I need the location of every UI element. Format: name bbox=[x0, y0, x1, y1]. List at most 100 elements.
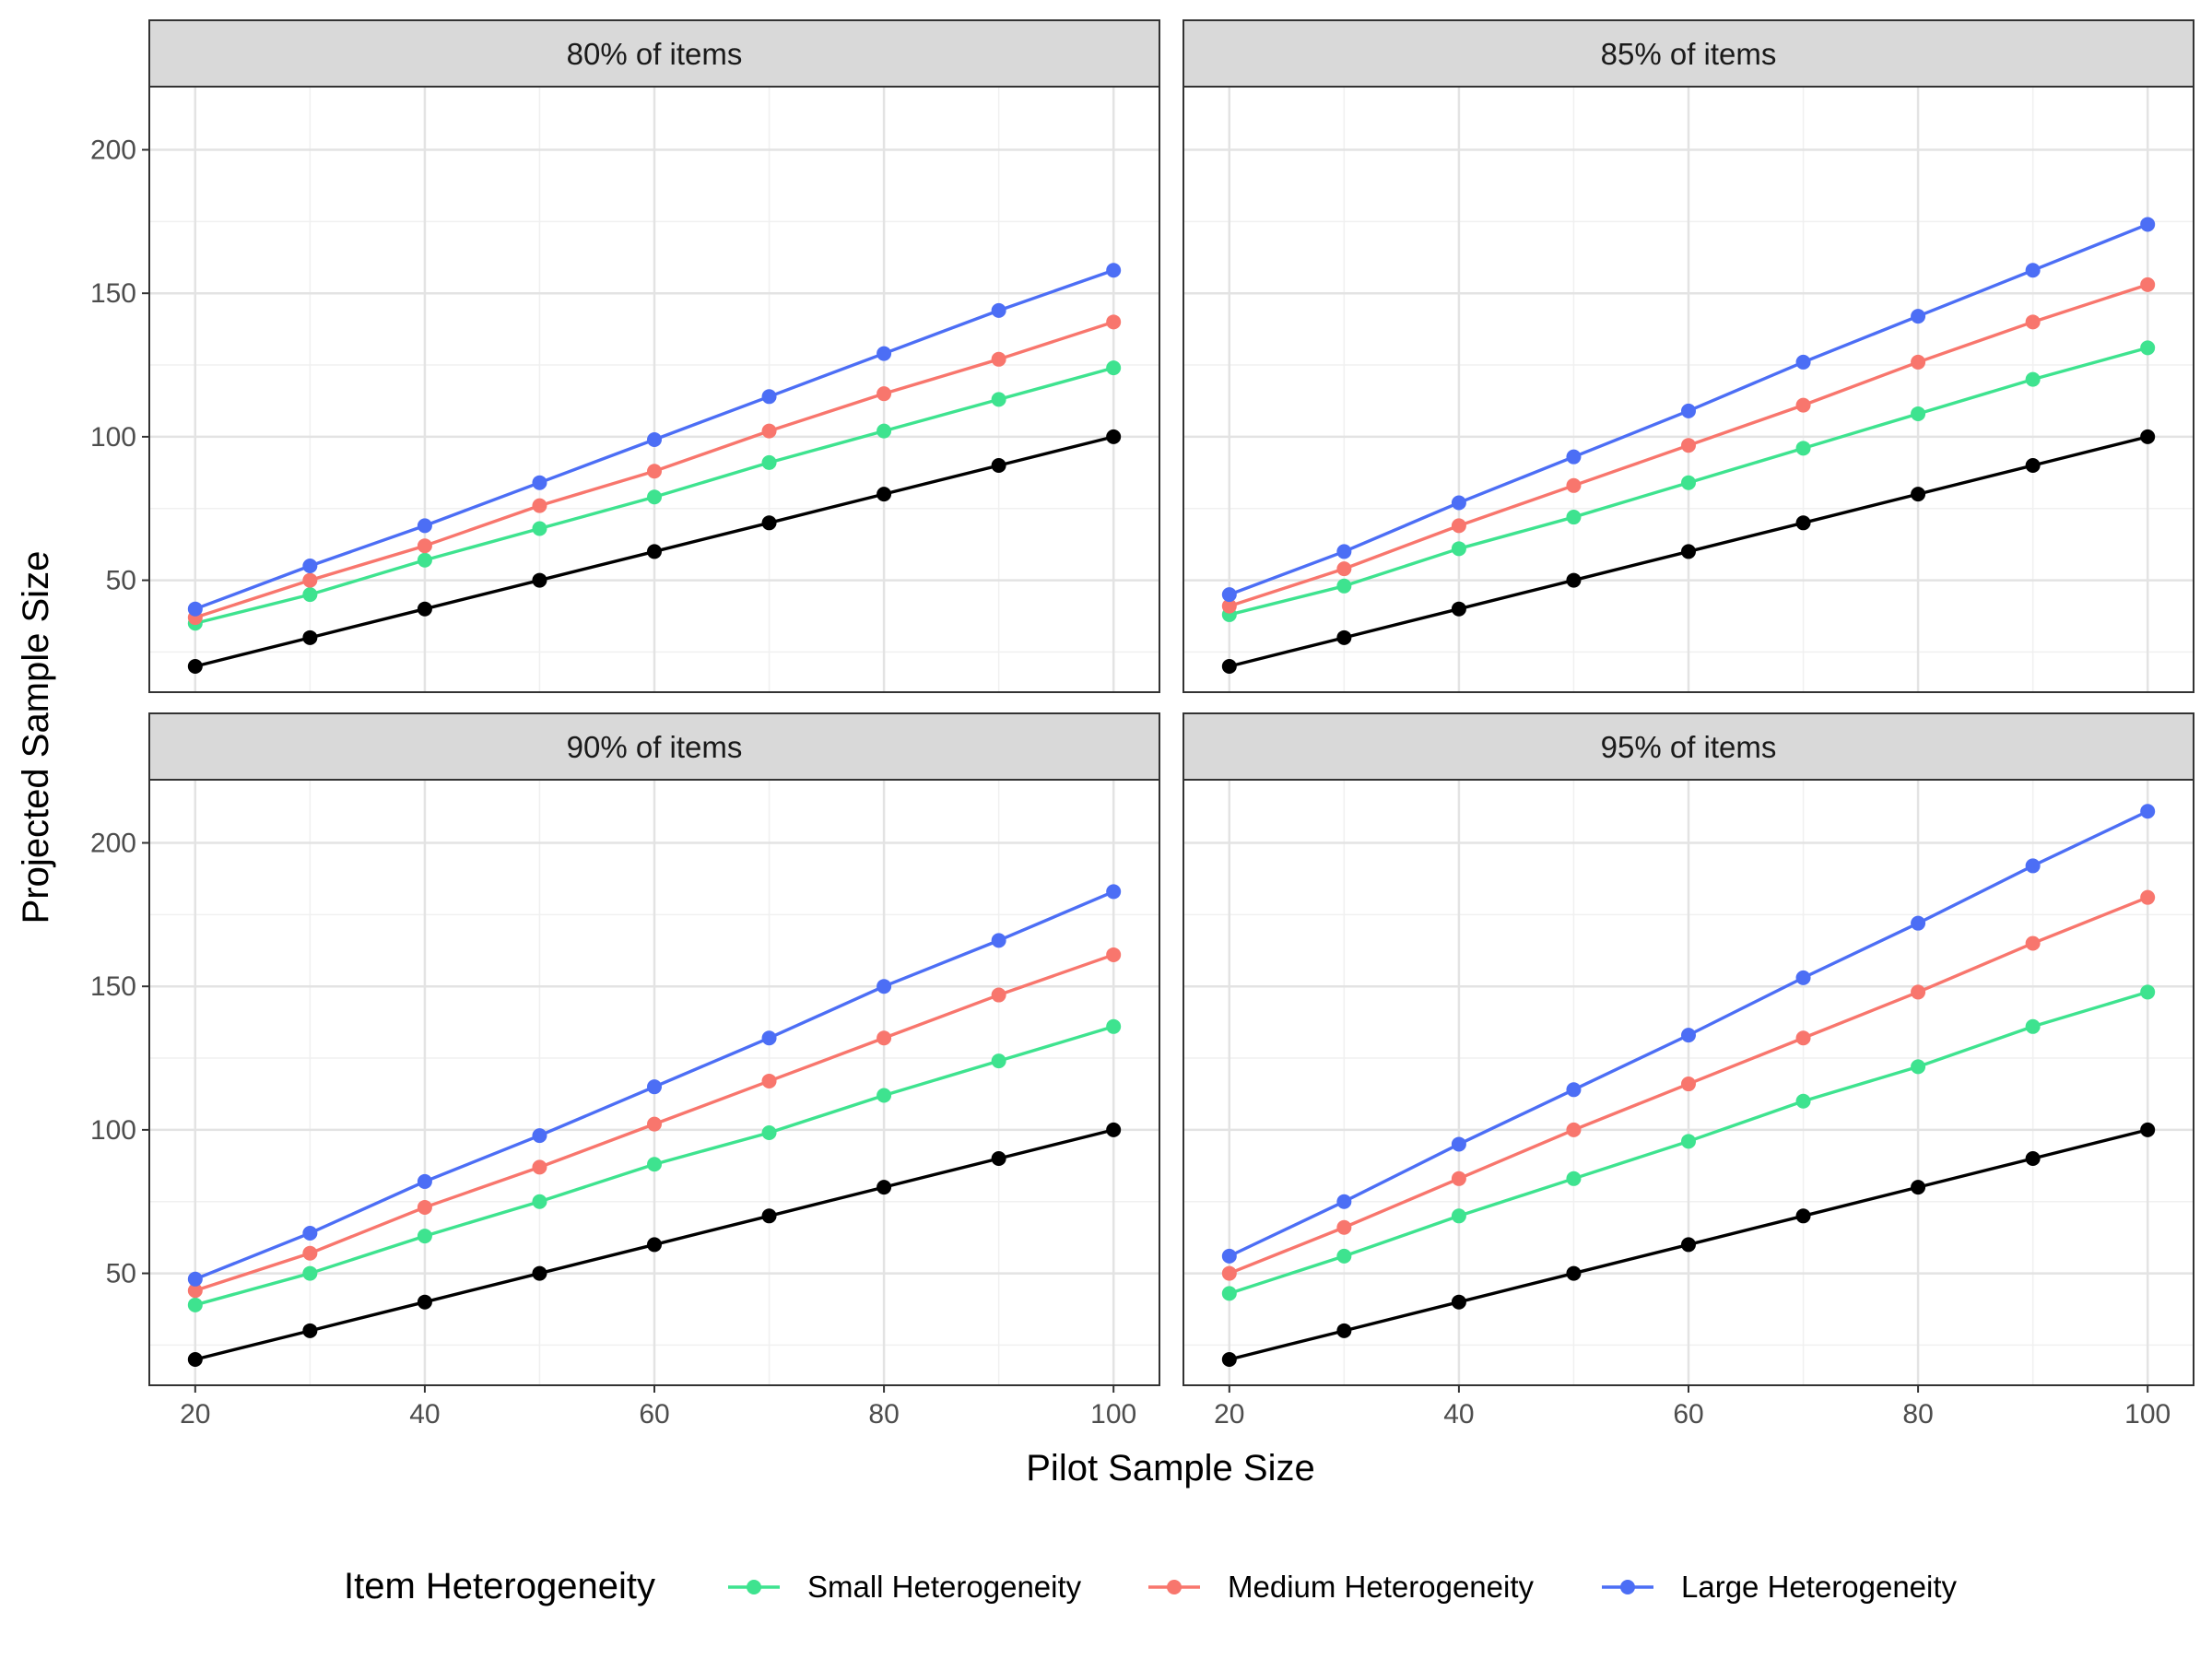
legend-key-point bbox=[747, 1580, 761, 1594]
data-point bbox=[647, 464, 662, 479]
data-point bbox=[1336, 1323, 1352, 1338]
legend-title: Item Heterogeneity bbox=[344, 1566, 655, 1606]
panel-border bbox=[148, 86, 1160, 693]
x-tick-label: 20 bbox=[180, 1399, 210, 1430]
facet-panel: 85% of items bbox=[1182, 19, 2194, 693]
data-point bbox=[2140, 217, 2156, 232]
series-group bbox=[1221, 984, 2156, 1301]
facet-panel: 95% of items bbox=[1182, 712, 2194, 1386]
facet-strip bbox=[148, 712, 1160, 781]
legend-key-point bbox=[1620, 1580, 1635, 1594]
data-point bbox=[532, 1128, 547, 1144]
data-point bbox=[187, 1283, 203, 1299]
data-point bbox=[2140, 1122, 2156, 1137]
data-point bbox=[2025, 1018, 2041, 1034]
data-point bbox=[761, 454, 777, 470]
data-point bbox=[1681, 1237, 1696, 1253]
data-point bbox=[647, 489, 662, 505]
data-point bbox=[1681, 1077, 1696, 1092]
data-point bbox=[1106, 314, 1122, 330]
data-point bbox=[1681, 475, 1696, 490]
series-group bbox=[187, 263, 1122, 617]
y-tick-label: 200 bbox=[90, 135, 136, 166]
series-group bbox=[187, 1018, 1122, 1312]
data-point bbox=[877, 487, 892, 502]
series-group bbox=[187, 360, 1122, 631]
data-point bbox=[1566, 1171, 1582, 1186]
data-point bbox=[417, 1173, 432, 1189]
data-point bbox=[1336, 1194, 1352, 1209]
data-point bbox=[1106, 1018, 1122, 1034]
data-point bbox=[302, 1245, 318, 1261]
data-point bbox=[1451, 1171, 1466, 1186]
data-point bbox=[1336, 1219, 1352, 1235]
data-point bbox=[417, 552, 432, 568]
data-point bbox=[1566, 1082, 1582, 1098]
series-group bbox=[1221, 429, 2156, 674]
x-tick-label: 40 bbox=[1443, 1399, 1474, 1430]
x-tick-label: 80 bbox=[1902, 1399, 1933, 1430]
data-point bbox=[532, 1265, 547, 1281]
data-point bbox=[1336, 544, 1352, 559]
series-group bbox=[187, 1122, 1122, 1367]
gridlines bbox=[1183, 780, 2194, 1385]
data-point bbox=[761, 1030, 777, 1046]
data-point bbox=[302, 587, 318, 603]
data-point bbox=[532, 572, 547, 588]
y-tick-label: 50 bbox=[106, 566, 136, 596]
facet-panel: 90% of items bbox=[148, 712, 1160, 1386]
data-point bbox=[1681, 403, 1696, 418]
data-point bbox=[2025, 458, 2041, 474]
data-point bbox=[991, 458, 1006, 474]
facet-strip bbox=[148, 19, 1160, 88]
data-point bbox=[1106, 1122, 1122, 1137]
data-point bbox=[1566, 1265, 1582, 1281]
y-axis-title: Projected Sample Size bbox=[16, 551, 56, 924]
x-tick-label: 40 bbox=[409, 1399, 440, 1430]
x-tick-label: 60 bbox=[639, 1399, 669, 1430]
legend-label: Small Heterogeneity bbox=[807, 1570, 1082, 1604]
data-point bbox=[647, 431, 662, 447]
data-point bbox=[1221, 658, 1237, 674]
data-point bbox=[1451, 601, 1466, 617]
data-point bbox=[302, 1225, 318, 1241]
facet-strip-label: 80% of items bbox=[567, 37, 743, 71]
data-point bbox=[991, 1151, 1006, 1167]
data-point bbox=[2140, 429, 2156, 444]
facet-strip-label: 95% of items bbox=[1601, 730, 1777, 764]
data-point bbox=[417, 1229, 432, 1244]
legend-key-point bbox=[1167, 1580, 1182, 1594]
data-point bbox=[1795, 970, 1811, 985]
legend: Item Heterogeneity Small Heterogeneity Me… bbox=[344, 1566, 1958, 1606]
data-point bbox=[877, 1088, 892, 1103]
data-point bbox=[1221, 1286, 1237, 1301]
data-point bbox=[1795, 354, 1811, 370]
x-tick-label: 60 bbox=[1673, 1399, 1703, 1430]
data-point bbox=[2140, 804, 2156, 819]
facet-strip-label: 90% of items bbox=[567, 730, 743, 764]
data-point bbox=[1221, 587, 1237, 603]
data-point bbox=[647, 1116, 662, 1132]
data-point bbox=[1911, 984, 1926, 1000]
data-point bbox=[1911, 309, 1926, 324]
data-point bbox=[532, 1159, 547, 1175]
data-point bbox=[1566, 449, 1582, 465]
data-point bbox=[2025, 858, 2041, 874]
data-point bbox=[877, 979, 892, 994]
data-point bbox=[1451, 1136, 1466, 1152]
data-point bbox=[1795, 1093, 1811, 1109]
data-point bbox=[1911, 1180, 1926, 1195]
data-point bbox=[2140, 340, 2156, 356]
data-point bbox=[1106, 263, 1122, 278]
data-point bbox=[302, 1323, 318, 1338]
data-point bbox=[761, 1124, 777, 1140]
data-point bbox=[1221, 598, 1237, 614]
facet-panel: 80% of items bbox=[148, 19, 1160, 693]
x-axis-title: Pilot Sample Size bbox=[1026, 1448, 1314, 1488]
data-point bbox=[991, 1053, 1006, 1069]
series-group bbox=[1221, 217, 2156, 603]
data-point bbox=[991, 351, 1006, 367]
y-tick-label: 50 bbox=[106, 1259, 136, 1289]
data-point bbox=[1681, 1028, 1696, 1043]
